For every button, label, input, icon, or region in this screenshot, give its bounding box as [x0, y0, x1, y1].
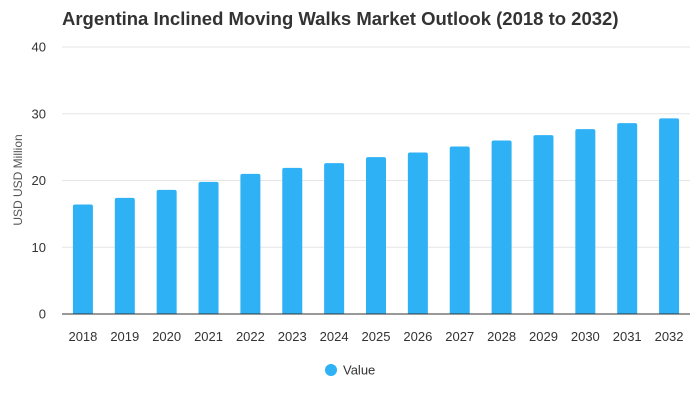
y-tick-label: 30	[32, 106, 46, 121]
x-tick-label: 2021	[194, 329, 223, 344]
x-tick-label: 2024	[320, 329, 349, 344]
bar-2023[interactable]	[282, 167, 303, 314]
bar-2028[interactable]	[491, 140, 512, 314]
bar-2024[interactable]	[324, 163, 345, 314]
bar-2026[interactable]	[407, 152, 428, 314]
x-tick-label: 2029	[529, 329, 558, 344]
y-tick-label: 10	[32, 240, 46, 255]
legend-label: Value	[343, 363, 375, 378]
bar-2020[interactable]	[156, 189, 177, 314]
bar-2032[interactable]	[659, 118, 680, 314]
chart-title: Argentina Inclined Moving Walks Market O…	[62, 8, 619, 29]
x-tick-label: 2027	[445, 329, 474, 344]
x-tick-label: 2023	[278, 329, 307, 344]
bar-2019[interactable]	[114, 197, 135, 314]
x-tick-label: 2026	[403, 329, 432, 344]
y-axis-title: USD USD Million	[11, 134, 25, 225]
legend[interactable]: Value	[325, 363, 375, 378]
bar-2025[interactable]	[366, 157, 386, 314]
x-tick-label: 2019	[110, 329, 139, 344]
y-tick-label: 0	[39, 307, 46, 322]
legend-marker-icon	[325, 364, 337, 376]
bar-2031[interactable]	[617, 123, 638, 314]
bar-2027[interactable]	[449, 146, 470, 314]
x-tick-label: 2030	[571, 329, 600, 344]
bar-series	[72, 118, 680, 314]
bar-2029[interactable]	[533, 135, 554, 314]
x-tick-label: 2031	[613, 329, 642, 344]
x-tick-label: 2028	[487, 329, 516, 344]
x-tick-label: 2032	[655, 329, 684, 344]
bar-2021[interactable]	[198, 181, 219, 314]
y-tick-label: 20	[32, 173, 46, 188]
bar-2022[interactable]	[240, 173, 261, 314]
bar-2018[interactable]	[72, 204, 93, 314]
x-tick-label: 2018	[68, 329, 97, 344]
x-tick-label: 2025	[362, 329, 391, 344]
y-tick-label: 40	[32, 40, 46, 55]
x-tick-label: 2022	[236, 329, 265, 344]
x-tick-label: 2020	[152, 329, 181, 344]
bar-2030[interactable]	[575, 129, 596, 314]
